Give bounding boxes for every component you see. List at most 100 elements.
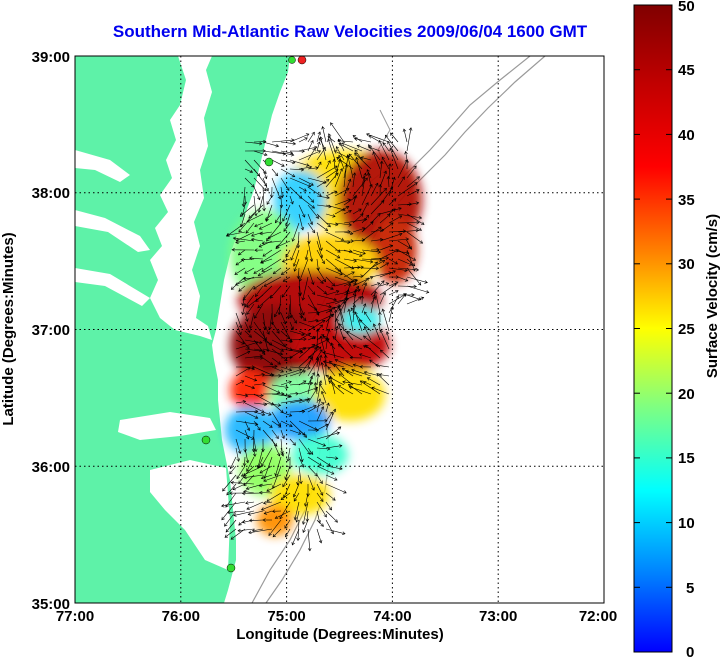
velocity-arrowhead [341,367,346,372]
velocity-arrow [253,393,275,406]
velocity-arrow [307,438,326,447]
velocity-arrowhead [311,487,315,491]
velocity-arrow [307,474,315,491]
velocity-arrow [259,222,273,230]
velocity-arrowhead [301,521,306,525]
velocity-arrowhead [235,262,240,266]
velocity-arrow [325,160,331,170]
velocity-arrow [253,330,273,346]
y-tick-label: 37:00 [32,322,70,339]
velocity-arrowhead [258,483,263,488]
velocity-arrowhead [277,403,282,407]
velocity-arrowhead [338,323,342,327]
velocity-arrowhead [269,424,273,428]
velocity-arrowhead [414,182,418,186]
velocity-arrow [257,456,264,469]
velocity-arrow [345,370,363,377]
velocity-arrow [307,267,314,285]
velocity-arrowhead [238,480,242,485]
velocity-arrow [280,492,291,500]
velocity-arrow [370,213,381,224]
velocity-arrow [234,267,246,275]
velocity-arrowhead [319,383,323,387]
velocity-arrowhead [395,281,399,285]
velocity-arrow [289,348,303,352]
velocity-arrowhead [327,138,331,143]
velocity-arrow [352,195,357,206]
velocity-arrow [380,349,390,359]
velocity-arrow [236,231,255,242]
velocity-arrow [298,387,318,395]
velocity-arrow [307,240,313,262]
velocity-arrow [330,122,345,143]
colorbar-tick-label: 35 [678,192,695,209]
velocity-arrow [258,240,273,248]
velocity-arrow [307,358,319,377]
velocity-arrowhead [235,240,239,244]
velocity-arrow [327,136,336,143]
velocity-arrow [334,159,341,179]
velocity-arrowhead [235,282,239,286]
velocity-arrow [348,153,363,170]
velocity-arrowhead [395,249,399,253]
velocity-arrowhead [259,348,263,352]
velocity-arrowhead [233,513,237,517]
velocity-arrow [325,249,340,259]
velocity-arrow [263,501,273,504]
velocity-arrow [316,528,322,543]
velocity-arrowhead [246,506,250,510]
velocity-arrow [284,519,291,529]
velocity-arrowhead [237,450,242,455]
velocity-arrow [242,204,246,216]
velocity-arrowhead [320,406,325,410]
velocity-arrow [262,150,286,155]
velocity-arrow [325,510,338,523]
colorbar [633,4,673,653]
velocity-arrowhead [288,465,292,470]
velocity-arrow [356,157,363,179]
colorbar-tick-label: 5 [686,580,694,597]
velocity-arrowhead [261,372,265,377]
velocity-arrow [244,348,265,352]
velocity-arrow [262,384,280,394]
velocity-arrow [379,374,390,377]
velocity-arrow [370,239,383,242]
velocity-arrow [348,309,354,332]
velocity-arrowhead [333,150,338,154]
velocity-arrow [343,210,352,215]
velocity-arrowhead [246,219,251,223]
velocity-arrowhead [246,436,250,440]
velocity-arrowhead [232,236,237,241]
velocity-arrowhead [328,377,332,381]
velocity-arrowhead [239,213,244,217]
velocity-arrowhead [392,270,396,274]
velocity-arrowhead [332,306,336,311]
velocity-arrowhead [284,525,288,529]
velocity-arrow [323,335,336,350]
velocity-arrow [336,146,345,161]
velocity-arrowhead [315,428,319,432]
velocity-arrow [334,297,348,314]
velocity-arrowhead [305,518,310,522]
velocity-arrowhead [330,313,335,317]
velocity-arrowhead [293,320,297,324]
velocity-arrowhead [348,385,353,390]
velocity-arrow [379,262,389,269]
velocity-arrow [307,303,318,311]
velocity-arrowhead [268,532,272,536]
velocity-arrowhead [291,541,295,546]
grid [75,56,604,603]
velocity-arrowhead [263,139,267,144]
velocity-arrow [375,364,390,368]
velocity-arrowhead [328,380,332,384]
velocity-arrowhead [221,516,225,521]
velocity-arrowhead [226,491,230,496]
velocity-arrow [271,348,288,361]
velocity-arrowhead [319,492,324,496]
velocity-arrowhead [251,233,255,237]
velocity-arrow [259,492,273,494]
velocity-arrow [334,276,357,285]
velocity-arrowhead [285,254,289,258]
velocity-arrowhead [411,293,415,297]
velocity-arrow [316,398,321,413]
